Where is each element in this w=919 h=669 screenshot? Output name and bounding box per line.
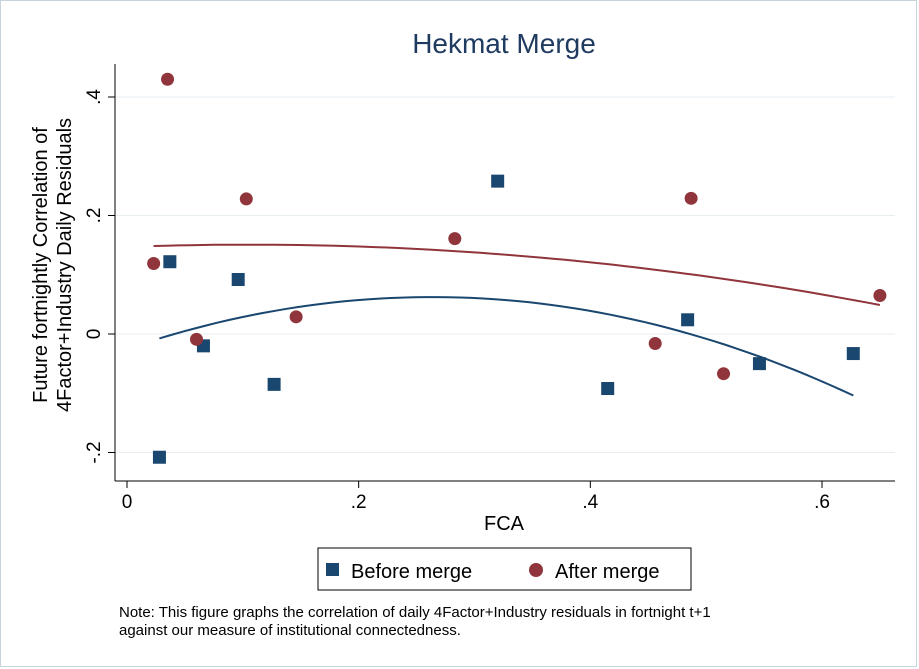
point-before-merge	[152, 450, 166, 464]
y-tick-label: .4	[84, 89, 105, 105]
y-axis-label-line1: Future fortnightly Correlation of	[30, 127, 52, 403]
point-after-merge	[161, 72, 175, 86]
fit-line-after-merge	[153, 243, 881, 306]
point-before-merge	[846, 347, 860, 361]
y-tick-label: .2	[84, 208, 105, 224]
legend-marker-before	[326, 563, 339, 576]
point-after-merge	[684, 191, 698, 205]
point-before-merge	[752, 357, 766, 371]
y-axis-label-line2: 4Factor+Industry Daily Residuals	[54, 118, 76, 412]
legend-label-after: After merge	[555, 561, 659, 583]
point-before-merge	[163, 255, 177, 269]
chart-title: Hekmat Merge	[412, 28, 596, 59]
x-tick-label: .4	[582, 492, 598, 513]
x-tick-label: .2	[351, 492, 367, 513]
plot-area	[115, 64, 895, 481]
point-after-merge	[873, 288, 887, 302]
point-after-merge	[448, 232, 462, 246]
point-after-merge	[190, 332, 203, 346]
point-after-merge	[239, 192, 253, 206]
legend-box	[317, 547, 692, 591]
point-before-merge	[681, 313, 695, 327]
point-after-merge	[648, 336, 662, 350]
y-tick-label: 0	[84, 329, 105, 340]
point-after-merge	[717, 367, 731, 381]
fit-line-before-merge	[159, 296, 854, 397]
legend-marker-after	[529, 563, 543, 577]
point-after-merge	[147, 256, 161, 270]
x-tick-label: 0	[122, 492, 133, 513]
point-before-merge	[491, 174, 505, 188]
legend: Before merge After merge	[317, 547, 692, 591]
point-before-merge	[267, 377, 281, 391]
point-before-merge	[231, 272, 245, 286]
x-axis-label: FCA	[484, 513, 525, 535]
legend-label-before: Before merge	[351, 561, 472, 583]
figure-note: Note: This figure graphs the correlation…	[119, 604, 711, 639]
y-tick-label: -.2	[84, 441, 105, 463]
point-after-merge	[289, 310, 303, 324]
x-tick-label: .6	[814, 492, 830, 513]
point-before-merge	[601, 382, 615, 396]
